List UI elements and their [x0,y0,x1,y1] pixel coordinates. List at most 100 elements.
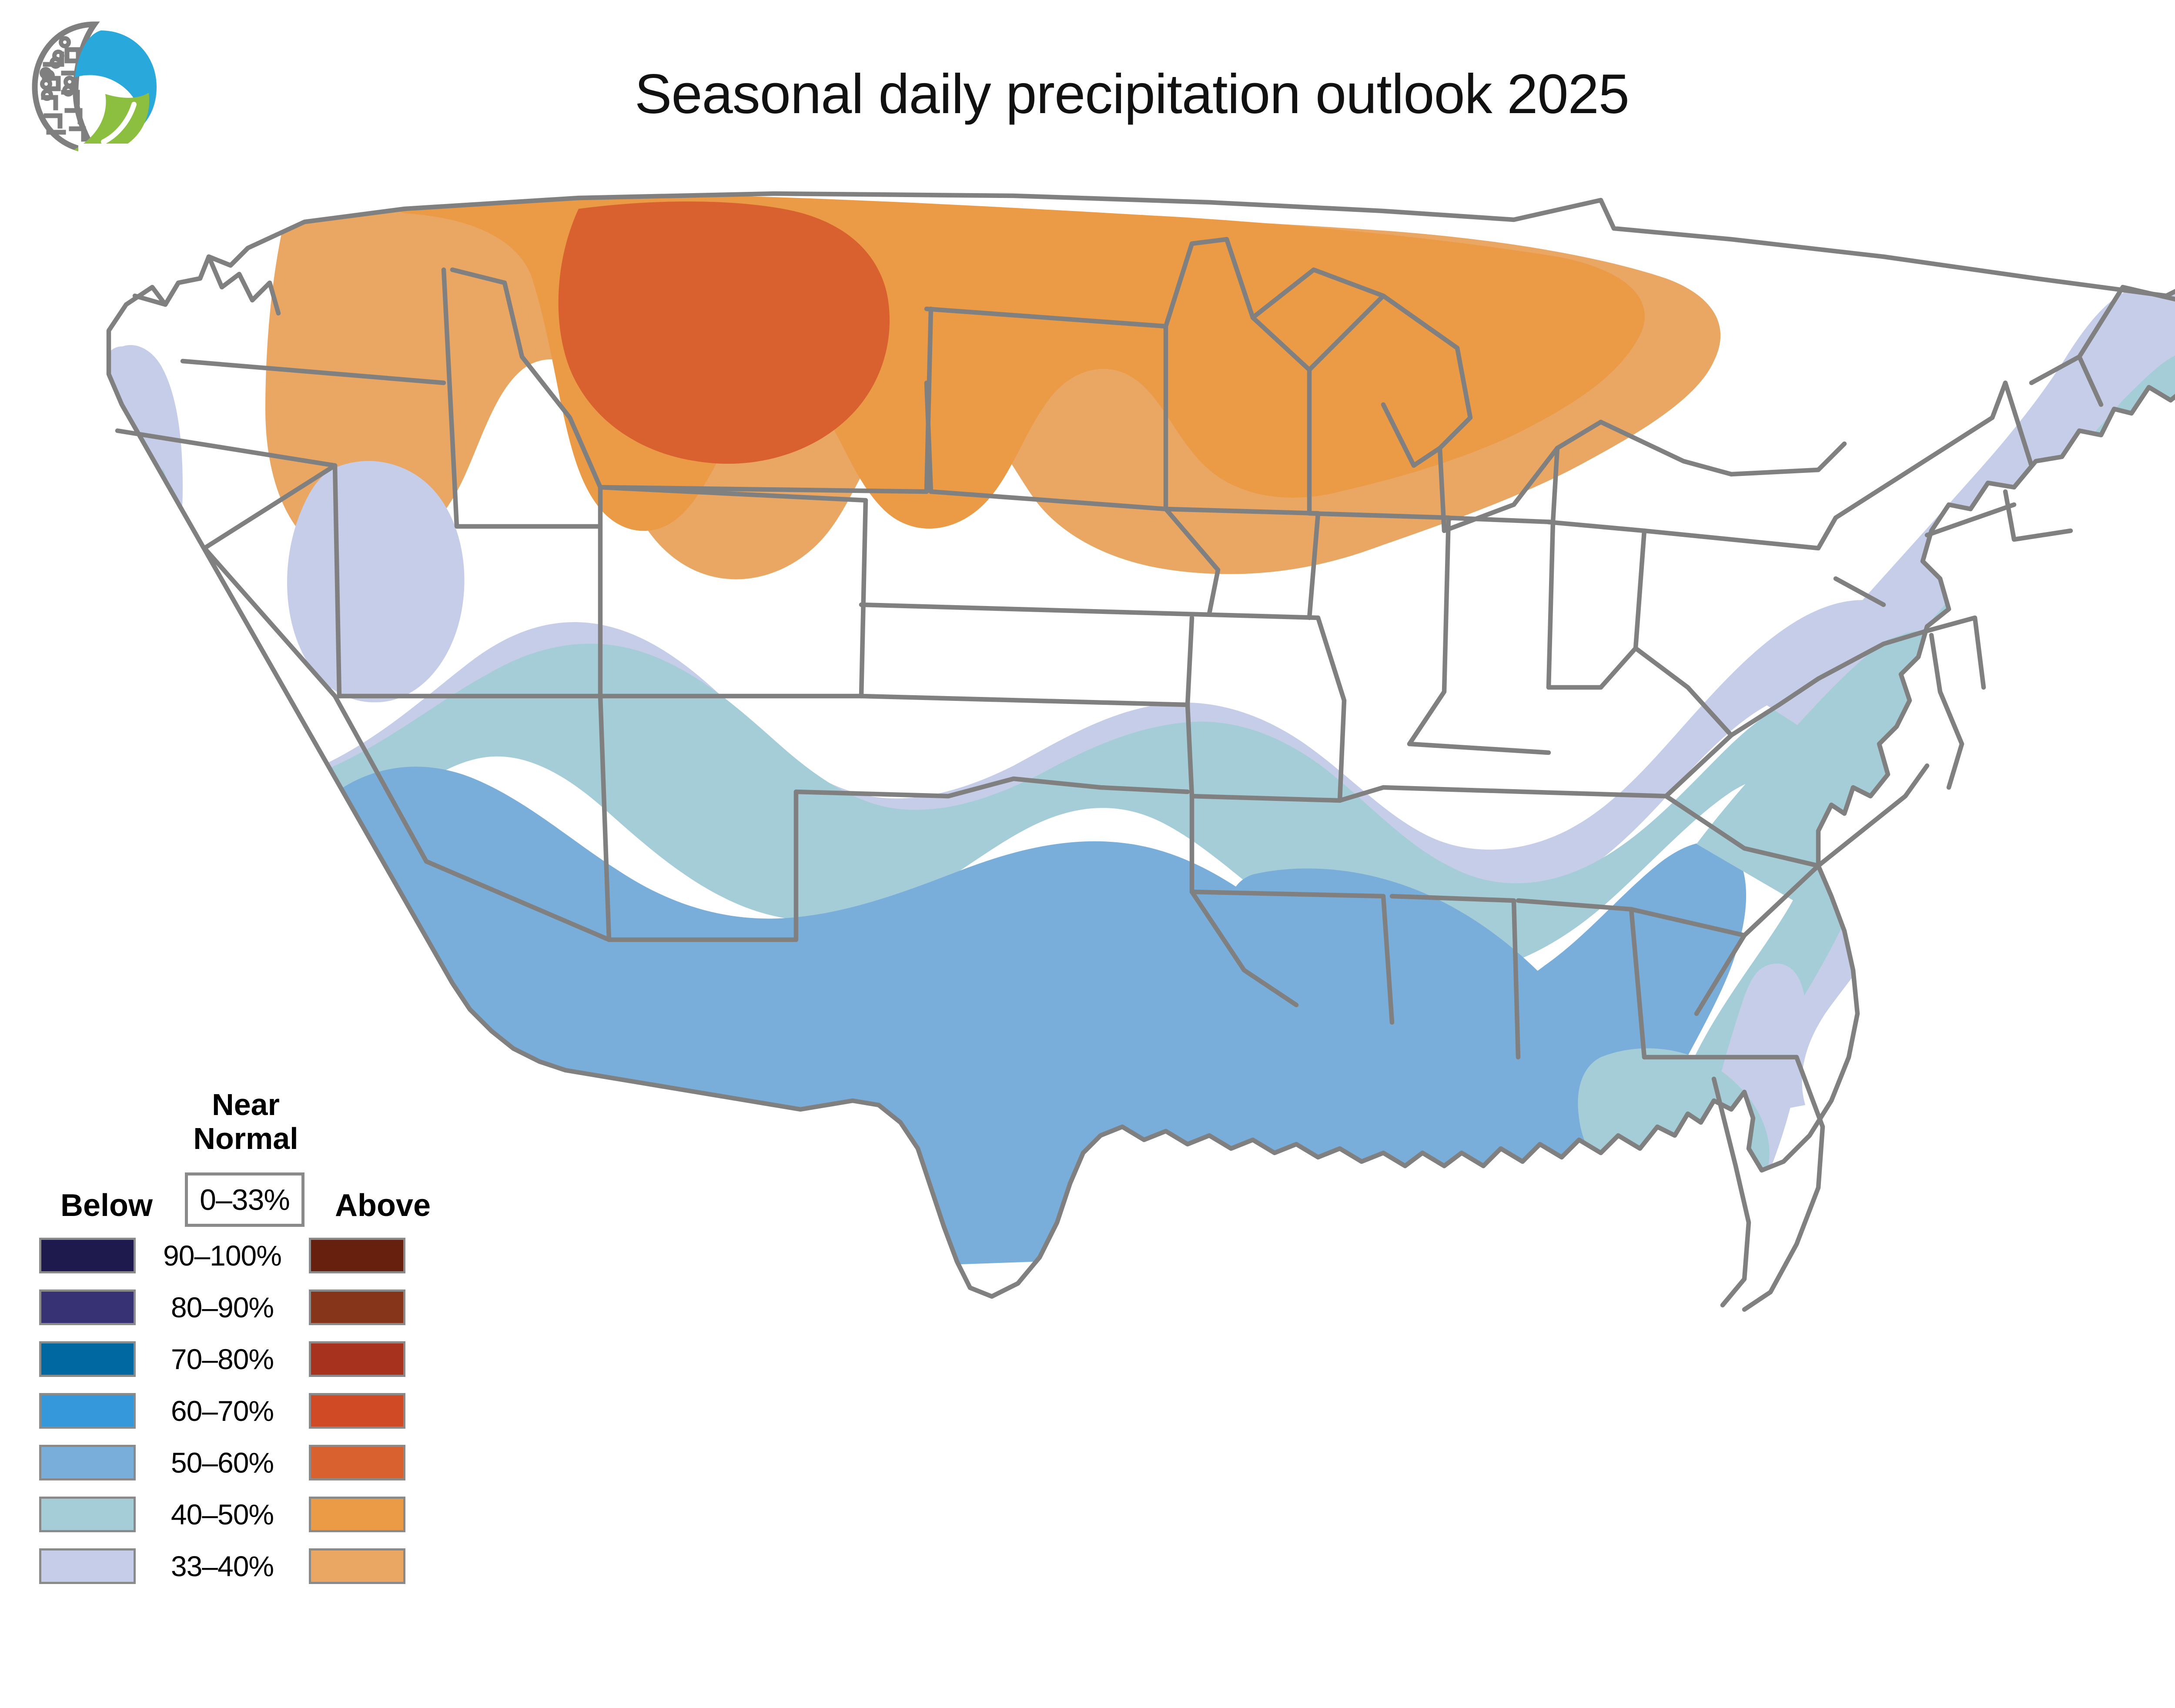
state-line-id-nv-ut [450,437,603,529]
state-line-pa-md-va [1816,628,1930,681]
state-line-sd-ne [928,489,1168,512]
state-line-wi-mi [1307,293,1473,533]
state-line-nm-tx [606,789,799,942]
legend-range-label: 90–100% [163,1239,282,1272]
agency-logo [18,12,171,164]
legend-row: 70–80% [30,1341,470,1377]
state-line-mo-ks [1185,615,1195,707]
legend-swatch-above [309,1497,405,1532]
below-40-50-mid-atlantic-appalachia [1696,631,1950,905]
state-line-great-lakes-ontario [1729,441,1847,477]
state-line-mn-wi [1224,237,1312,516]
legend-swatch-below [39,1341,136,1377]
state-line-vt-nh [2003,380,2034,468]
legend-swatch-below [39,1548,136,1584]
state-line-ar-tn-ms [1337,785,1386,803]
near-normal-value: 0–33% [200,1183,290,1216]
state-line-ny-ct-ma [1924,502,2017,538]
legend-swatch-above [309,1393,405,1429]
legend-swatch-above [309,1548,405,1584]
legend-swatch-above [309,1341,405,1377]
legend-swatch-above [309,1445,405,1480]
state-line-ca-az [202,546,338,699]
state-line-ar-la [1189,889,1386,899]
legend-row: 33–40% [30,1548,470,1584]
legend-swatch-above [309,1238,405,1273]
state-line-tx-la [1189,794,1299,1008]
legend-range-label: 60–70% [171,1395,274,1427]
state-line-oh-wv-ky [1546,528,1647,690]
state-line-pa-ny [1642,515,1838,551]
state-line-mt-wy [598,485,929,494]
coast-pacific-nw [132,245,251,307]
above-50-60-montana-core [558,201,890,464]
state-line-tn-nc [1663,794,1821,868]
state-line-nc-va [1816,763,1930,868]
state-line-mo-ar [1189,794,1342,803]
legend-range-label: 33–40% [171,1550,274,1582]
state-line-me-ca [2077,285,2175,359]
state-line-ca-nv [202,463,338,551]
conus-national-outline [106,191,2175,1299]
legend-range-label: 40–50% [171,1498,274,1531]
state-line-ok-ar [1185,702,1195,799]
state-line-va-wv-ky [1663,676,1821,799]
near-normal-title: Near Normal [174,1088,318,1156]
state-line-fl-gulf-coast [1711,1076,1751,1308]
state-line-md-de [1924,615,1986,690]
legend-range-label: 50–60% [171,1447,274,1479]
state-line-ma-ct-ri [2003,489,2073,542]
state-line-chesapeake [1929,633,1964,790]
state-line-pa-nj [1833,576,1886,607]
state-line-ky-tn [1381,785,1669,799]
state-line-wi-il [1307,511,1451,520]
state-line-wy-sd [924,380,934,494]
legend-row: 80–90% [30,1289,470,1325]
legend-swatch-above [309,1289,405,1325]
state-line-wa-or [180,358,446,385]
state-line-sc-nc [1742,863,1821,938]
state-line-oh-pa [1546,519,1647,533]
state-line-il-ky [1407,741,1551,755]
below-33-40-great-basin [287,461,465,703]
below-40-50-southwest-southeast [109,425,1884,1201]
state-line-ia-mn [1163,506,1321,516]
state-line-ks-ok [859,693,1190,707]
state-line-il-in [1407,515,1451,747]
legend-swatch-below [39,1445,136,1480]
legend-above-label: Above [335,1188,431,1223]
legend-swatch-below [39,1289,136,1325]
legend-range-label: 80–90% [171,1291,274,1323]
near-normal-title-line: Near [212,1088,280,1122]
state-line-ne-ks [859,602,1168,616]
state-line-or-ca [115,428,338,468]
conus-outlook-map[interactable] [78,144,2175,1470]
probability-legend: Near Normal 0–33% Below Above 90–100% 80–9… [30,1088,470,1679]
near-normal-value-box: 0–33% [185,1172,304,1227]
legend-row: 90–100% [30,1238,470,1273]
state-line-ms-al [1389,894,1521,1060]
state-line-mi-lakes [1442,445,1560,533]
state-line-la-ms [1381,894,1395,1025]
state-line-great-lakes-erie [1598,419,1734,477]
state-line-great-lakes-michigan [1381,402,1442,468]
near-normal-title-line: Normal [193,1122,298,1156]
state-line-id-mt [450,267,603,490]
legend-rows: 90–100% 80–90% 70–80% 60–70% 50–60% 40–50% 33–… [30,1238,470,1600]
legend-row: 50–60% [30,1445,470,1480]
legend-row: 40–50% [30,1497,470,1532]
state-line-mo-il [1315,615,1347,803]
below-50-60-gulf-states-core [1228,868,1596,1130]
page-title: Seasonal daily precipitation outlook 202… [635,63,1630,125]
state-line-fl-peninsula [1742,1055,1825,1312]
state-line-co-ks-ok [859,498,868,699]
state-line-ne-ia [1163,506,1221,616]
map-container[interactable] [78,144,2175,1470]
legend-range-label: 70–80% [171,1343,274,1375]
legend-row: 60–70% [30,1393,470,1429]
state-line-ia-il [1307,511,1321,620]
legend-below-label: Below [60,1188,153,1223]
state-line-or-id [441,267,455,442]
state-line-wv-va [1633,646,1734,738]
logo-grid-icon [32,21,100,154]
